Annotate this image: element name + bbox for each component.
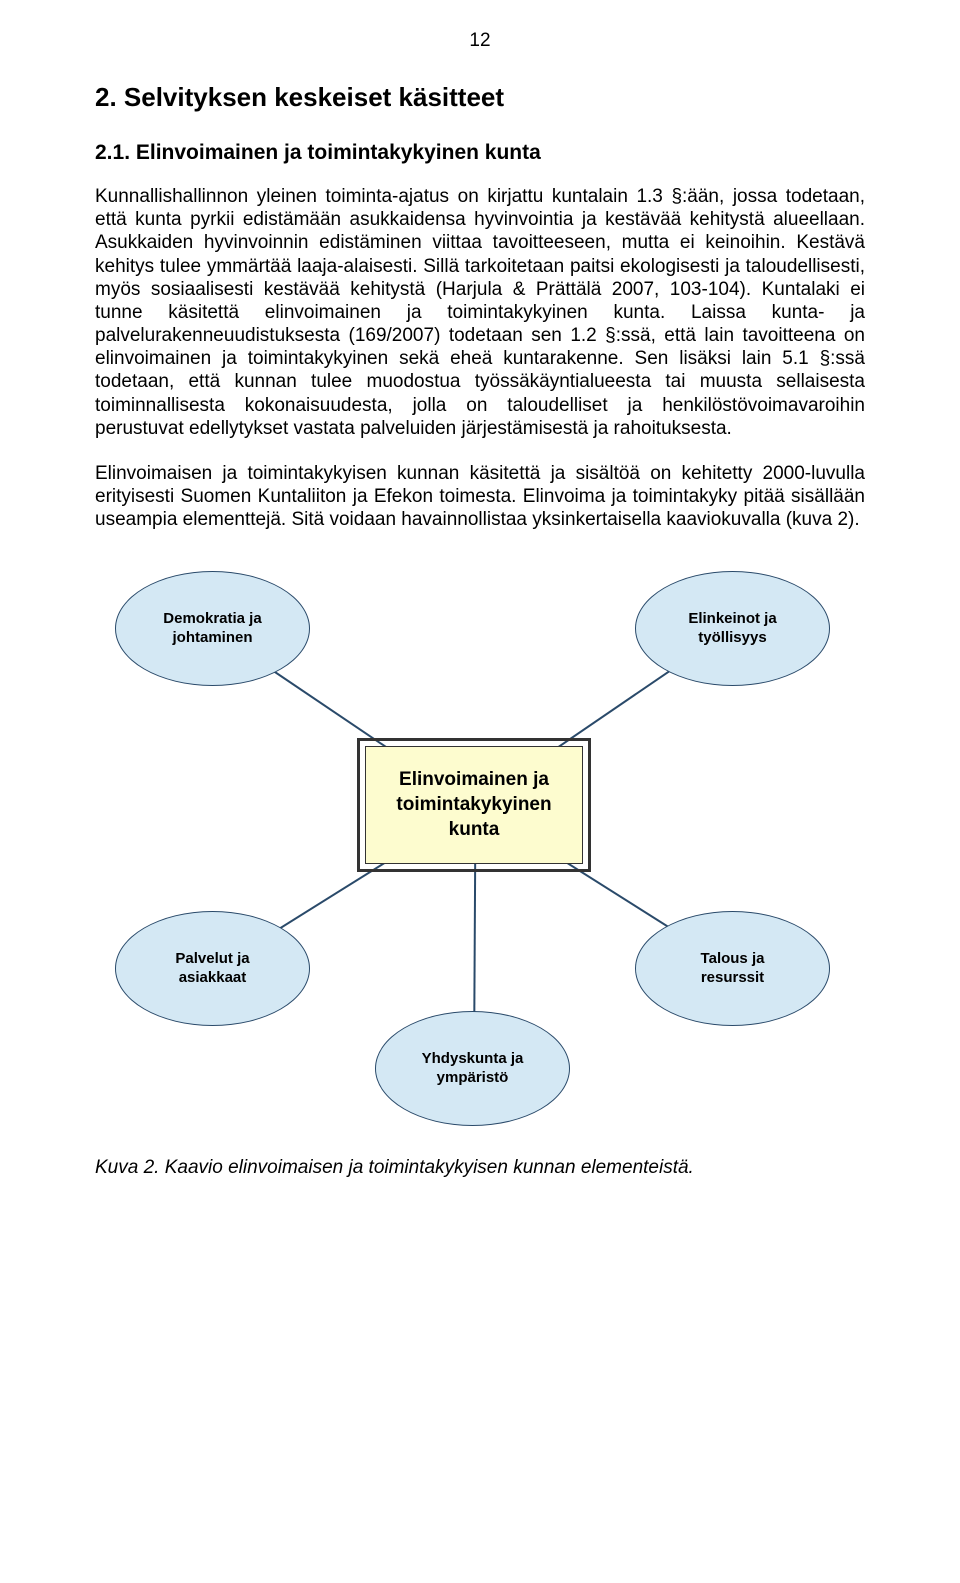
node-elinkeinot: Elinkeinot jatyöllisyys [635,571,830,686]
figure-caption: Kuva 2. Kaavio elinvoimaisen ja toiminta… [95,1156,865,1179]
node-label: Yhdyskunta jaympäristö [422,1050,524,1088]
node-label: Demokratia jajohtaminen [163,610,261,648]
heading-1: 2. Selvityksen keskeiset käsitteet [95,82,865,113]
paragraph-1: Kunnallishallinnon yleinen toiminta-ajat… [95,185,865,440]
node-label: Elinkeinot jatyöllisyys [688,610,776,648]
node-yhdyskunta: Yhdyskunta jaympäristö [375,1011,570,1126]
node-center-label: Elinvoimainen jatoimintakykyinenkunta [396,768,551,842]
paragraph-2: Elinvoimaisen ja toimintakykyisen kunnan… [95,462,865,532]
document-page: 12 2. Selvityksen keskeiset käsitteet 2.… [0,0,960,1220]
node-label: Palvelut jaasiakkaat [175,950,249,988]
diagram: Demokratia jajohtaminen Elinkeinot jatyö… [95,571,865,1131]
heading-2: 2.1. Elinvoimainen ja toimintakykyinen k… [95,141,865,165]
node-palvelut: Palvelut jaasiakkaat [115,911,310,1026]
node-talous: Talous jaresurssit [635,911,830,1026]
node-label: Talous jaresurssit [701,950,765,988]
node-demokratia: Demokratia jajohtaminen [115,571,310,686]
page-number: 12 [95,30,865,52]
node-center: Elinvoimainen jatoimintakykyinenkunta [365,746,583,864]
